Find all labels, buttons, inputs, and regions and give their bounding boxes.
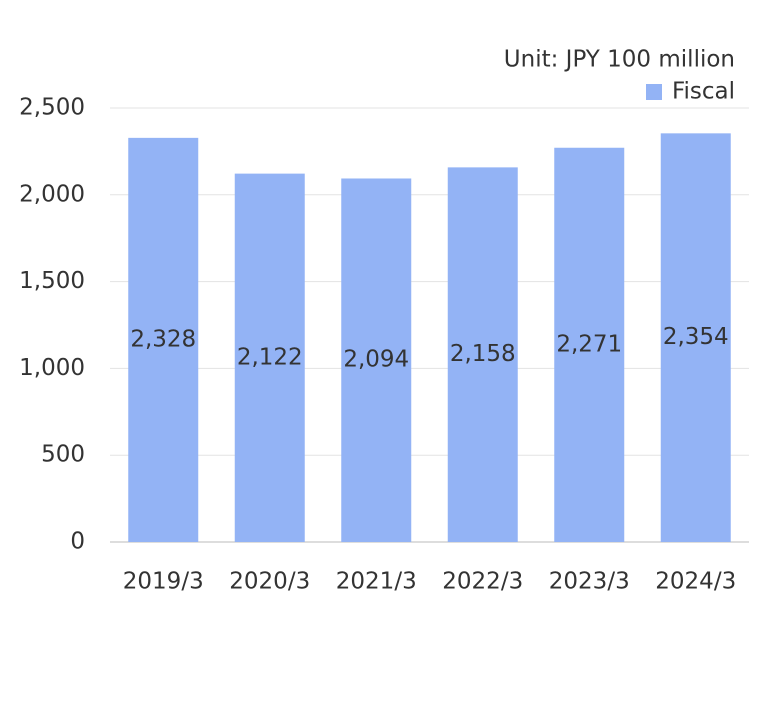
bar [128, 137, 199, 543]
y-tick-label: 1,000 [19, 355, 85, 381]
y-tick-label: 1,500 [19, 268, 85, 294]
value-label: 2,094 [343, 347, 409, 373]
bar [660, 133, 731, 543]
x-tick-label: 2024/3 [655, 569, 736, 595]
bar [234, 173, 305, 543]
x-tick-label: 2019/3 [123, 569, 204, 595]
value-label: 2,122 [237, 344, 303, 370]
x-tick-label: 2020/3 [229, 569, 310, 595]
x-tick-label: 2023/3 [549, 569, 630, 595]
bar [554, 147, 625, 542]
legend-label: Fiscal [672, 79, 735, 105]
x-tick-label: 2021/3 [336, 569, 417, 595]
bar [447, 167, 518, 542]
y-tick-label: 0 [70, 529, 85, 555]
unit-annotation: Unit: JPY 100 million [504, 47, 735, 73]
y-tick-label: 2,500 [19, 95, 85, 121]
x-tick-label: 2022/3 [442, 569, 523, 595]
legend-swatch [646, 84, 662, 100]
value-label: 2,328 [130, 326, 196, 352]
y-tick-label: 500 [41, 442, 85, 468]
value-label: 2,158 [450, 341, 516, 367]
value-label: 2,354 [663, 324, 729, 350]
y-tick-label: 2,000 [19, 181, 85, 207]
bar [341, 178, 412, 542]
value-label: 2,271 [556, 331, 622, 357]
